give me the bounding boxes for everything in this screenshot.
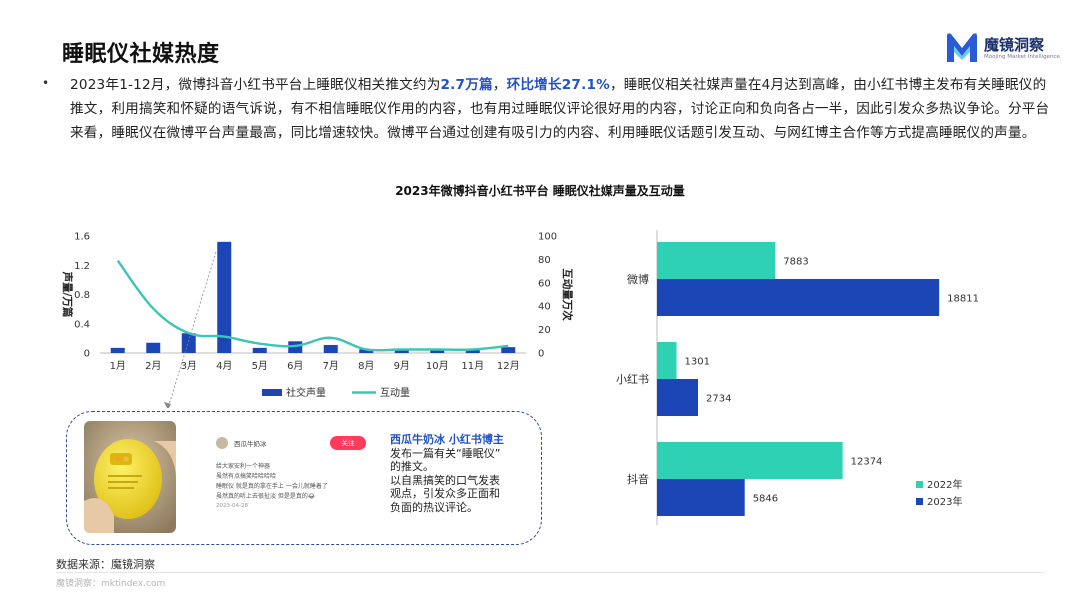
- callout-line: 负面的热议评论。: [390, 500, 478, 514]
- x-tick-label: 12月: [497, 360, 520, 372]
- y-left-tick-label: 0.4: [74, 319, 90, 330]
- x-tick-label: 9月: [394, 360, 410, 372]
- x-tick-label: 10月: [426, 360, 449, 372]
- callout-description: 西瓜牛奶冰 小红书博主 发布一篇有关“睡眠仪” 的推文。 以自黑搞笑的口气发表 …: [390, 433, 530, 514]
- legend-label-volume: 社交声量: [286, 386, 326, 399]
- bar-value-label: 12374: [851, 457, 883, 468]
- callout-line: 观点，引发众多正面和: [390, 487, 500, 500]
- data-source: 数据来源：魔镜洞察: [56, 558, 155, 571]
- post-line: 睡眠仪 就是真的拿在手上 一会儿就睡着了: [216, 483, 328, 490]
- logo-m-icon: [947, 33, 977, 62]
- bar-value-label: 1301: [685, 357, 710, 368]
- follow-button[interactable]: 关注: [330, 436, 366, 450]
- legend-swatch: [916, 481, 923, 488]
- post-line: 虽然真的听上去很扯淡 但是是真的😂: [216, 493, 315, 500]
- bar-value-label: 7883: [783, 257, 808, 268]
- volume-bar: [146, 342, 161, 353]
- x-tick-label: 3月: [181, 360, 197, 372]
- avatar: [216, 437, 228, 449]
- volume-bar: [394, 349, 409, 353]
- volume-bar: [359, 349, 374, 353]
- summary-highlight-growth: 环比增长27.1%: [506, 77, 610, 93]
- y-right-tick-label: 40: [538, 302, 551, 313]
- volume-bar: [252, 347, 267, 353]
- social-post-card: 西瓜牛奶冰 关注 给大家安利一个神器 虽然有点搞笑哈哈哈哈 睡眠仪 就是真的拿在…: [212, 433, 377, 529]
- summary-text-2: ，: [492, 77, 507, 93]
- summary-text-1: 2023年1-12月，微博抖音小红书平台上睡眠仪相关推文约为: [70, 77, 441, 93]
- x-tick-label: 7月: [323, 360, 339, 372]
- callout-pointer-line: [167, 251, 217, 408]
- legend-label: 2022年: [927, 478, 962, 491]
- callout-heading: 西瓜牛奶冰 小红书博主: [390, 433, 504, 446]
- volume-bar: [501, 347, 516, 353]
- monthly-volume-chart: 0 0.4 0.8 1.2 1.6 0 20 40 60 80 100 声量/万篇 互动量万次 1月 2月 3…: [61, 232, 574, 408]
- summary-text-3: ，睡眠仪相关社媒声量在4月达到高峰，由小红书博主发布有关睡眠仪的推文，利用搞笑和…: [70, 77, 1050, 141]
- x-tick-label: 4月: [216, 360, 232, 372]
- sleep-device-photo: [84, 421, 176, 533]
- volume-bar: [323, 344, 338, 353]
- page-title: 睡眠仪社媒热度: [62, 42, 220, 67]
- bar-value-label: 5846: [753, 494, 778, 505]
- y-left-tick-label: 0.8: [74, 290, 90, 301]
- platform-volume-chart: 7883 18811 微博 1301 2734 小红书 12374 5846 抖音 2022年 2…: [616, 230, 979, 525]
- footer-divider: [56, 572, 1044, 573]
- legend-label-interaction: 互动量: [380, 387, 410, 399]
- y-right-tick-label: 80: [538, 255, 551, 266]
- callout-pointer-arrowhead: [164, 402, 171, 408]
- x-tick-label: 8月: [358, 360, 374, 372]
- callout-line: 以自黑搞笑的口气发表: [390, 473, 500, 487]
- volume-bar: [181, 333, 196, 353]
- y-left-axis-title: 声量/万篇: [61, 271, 74, 318]
- y-right-tick-label: 20: [538, 325, 551, 336]
- legend-swatch: [916, 498, 923, 505]
- x-tick-label: 11月: [461, 360, 484, 372]
- chart-title: 2023年微博抖音小红书平台 睡眠仪社媒声量及互动量: [395, 184, 685, 198]
- bullet-marker: •: [42, 76, 50, 90]
- volume-bar: [217, 241, 232, 353]
- x-tick-label: 2月: [145, 360, 161, 372]
- y-right-tick-label: 60: [538, 278, 551, 289]
- volume-bar: [110, 347, 125, 353]
- platform-bar: [657, 379, 699, 416]
- y-left-tick-label: 1.2: [74, 261, 90, 272]
- post-date: 2023-04-28: [216, 503, 248, 509]
- legend-swatch-volume: [262, 389, 282, 396]
- bar-value-label: 2734: [706, 394, 731, 405]
- platform-bar: [657, 479, 745, 516]
- post-username: 西瓜牛奶冰: [234, 440, 267, 448]
- category-label: 微博: [627, 272, 649, 286]
- legend-label: 2023年: [927, 495, 962, 508]
- post-line: 虽然有点搞笑哈哈哈哈: [216, 473, 277, 480]
- logo-tagline: Moojing Market Intelligence: [984, 54, 1060, 60]
- brand-logo: 魔镜洞察 Moojing Market Intelligence: [944, 30, 1060, 66]
- platform-bar: [657, 442, 843, 479]
- category-label: 小红书: [616, 373, 649, 386]
- y-right-tick-label: 0: [538, 349, 544, 360]
- bar-value-label: 18811: [947, 294, 979, 305]
- platform-bar: [657, 279, 940, 316]
- y-right-tick-label: 100: [538, 232, 557, 243]
- callout-box: [66, 411, 542, 545]
- x-tick-label: 5月: [252, 360, 268, 372]
- volume-bar: [430, 349, 445, 353]
- interaction-line: [116, 259, 509, 352]
- y-right-axis-title: 互动量万次: [561, 268, 574, 321]
- platform-bar: [657, 242, 776, 279]
- logo-name: 魔镜洞察: [984, 36, 1045, 54]
- x-tick-label: 6月: [287, 360, 303, 372]
- y-left-tick-label: 0: [84, 349, 90, 360]
- x-tick-label: 1月: [110, 360, 126, 372]
- volume-bar: [465, 348, 480, 353]
- watermark: 魔镜洞察：mktindex.com: [56, 579, 166, 589]
- post-line: 给大家安利一个神器: [216, 463, 271, 470]
- summary-paragraph: 2023年1-12月，微博抖音小红书平台上睡眠仪相关推文约为2.7万篇，环比增长…: [70, 73, 1055, 145]
- y-left-tick-label: 1.6: [74, 232, 90, 243]
- callout-line: 的推文。: [390, 460, 434, 473]
- summary-highlight-count: 2.7万篇: [440, 77, 493, 93]
- callout-line: 发布一篇有关“睡眠仪”: [390, 446, 501, 460]
- category-label: 抖音: [627, 472, 649, 486]
- platform-bar: [657, 342, 677, 379]
